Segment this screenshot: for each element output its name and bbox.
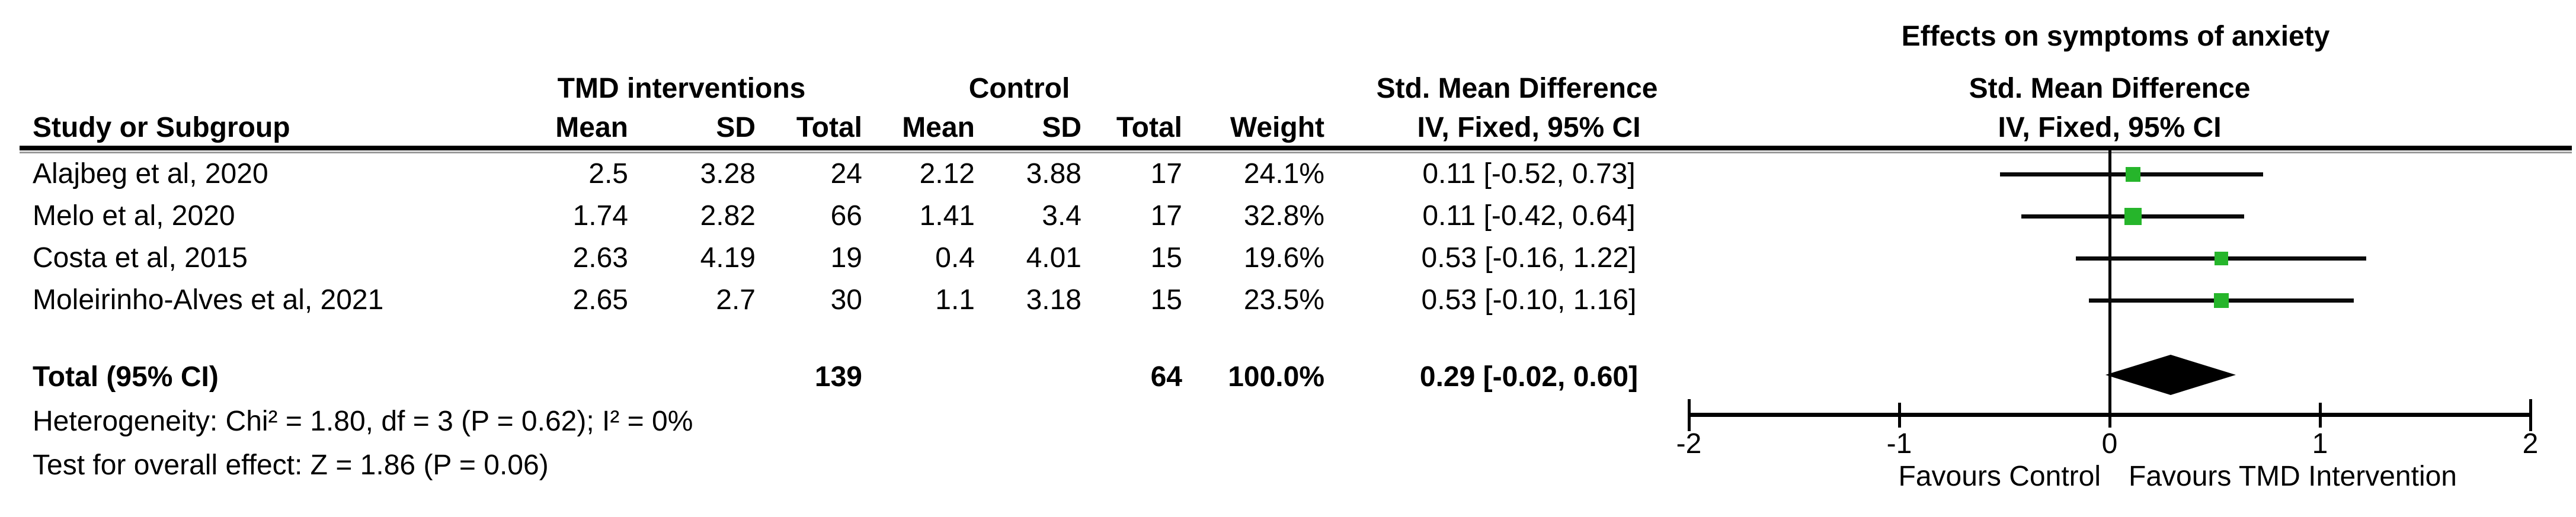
favours-right-label: Favours TMD Intervention [2129, 461, 2457, 492]
weight-cell: 32.8% [1243, 200, 1324, 232]
ci-text-cell: 0.53 [-0.16, 1.22] [1421, 242, 1637, 274]
col-header-control-total: Total [1116, 112, 1182, 143]
plot-header-ci: IV, Fixed, 95% CI [1998, 112, 2222, 143]
group-header-control: Control [968, 73, 1070, 104]
axis-tick-label: -2 [1676, 428, 1702, 460]
col-header-control-sd: SD [1042, 112, 1081, 143]
control-total-cell: 15 [1150, 284, 1182, 316]
point-estimate-marker [2125, 166, 2140, 182]
col-header-treatment-total: Total [796, 112, 862, 143]
treatment-sd-cell: 2.7 [716, 284, 756, 316]
treatment-mean-cell: 2.63 [572, 242, 628, 274]
treatment-total-cell: 66 [830, 200, 862, 232]
weight-cell: 24.1% [1243, 158, 1324, 190]
axis-tick [2319, 403, 2322, 428]
total-ci-text: 0.29 [-0.02, 0.60] [1419, 361, 1639, 393]
treatment-mean-cell: 2.5 [588, 158, 628, 190]
treatment-sd-cell: 2.82 [700, 200, 756, 232]
ci-text-cell: 0.11 [-0.42, 0.64] [1422, 200, 1636, 232]
treatment-total-cell: 30 [830, 284, 862, 316]
zero-reference-line [2108, 150, 2111, 417]
control-sd-cell: 3.88 [1026, 158, 1081, 190]
favours-left-label: Favours Control [1898, 461, 2101, 492]
treatment-mean-cell: 2.65 [572, 284, 628, 316]
axis-tick [2529, 399, 2532, 431]
axis-tick-label: 0 [2101, 428, 2118, 460]
total-weight: 100.0% [1228, 361, 1324, 393]
header-separator-line [20, 146, 2572, 150]
point-estimate-marker [2124, 207, 2142, 225]
control-mean-cell: 1.1 [935, 284, 975, 316]
control-mean-cell: 2.12 [919, 158, 975, 190]
col-header-treatment-mean: Mean [555, 112, 628, 143]
group-header-treatment: TMD interventions [557, 73, 806, 104]
weight-cell: 19.6% [1243, 242, 1324, 274]
heterogeneity-note: Heterogeneity: Chi² = 1.80, df = 3 (P = … [33, 406, 693, 437]
control-sd-cell: 3.18 [1026, 284, 1081, 316]
axis-tick-label: 1 [2312, 428, 2328, 460]
col-header-weight: Weight [1230, 112, 1324, 143]
total-treatment-n: 139 [814, 361, 862, 393]
col-header-study: Study or Subgroup [33, 112, 290, 143]
axis-tick-label: 2 [2522, 428, 2539, 460]
control-sd-cell: 4.01 [1026, 242, 1081, 274]
control-total-cell: 17 [1150, 158, 1182, 190]
ci-text-cell: 0.53 [-0.10, 1.16] [1421, 284, 1637, 316]
col-header-treatment-sd: SD [716, 112, 756, 143]
point-estimate-marker [2214, 251, 2228, 265]
axis-tick-label: -1 [1886, 428, 1912, 460]
total-row-label: Total (95% CI) [33, 361, 219, 393]
treatment-total-cell: 19 [830, 242, 862, 274]
treatment-total-cell: 24 [830, 158, 862, 190]
col-header-control-mean: Mean [902, 112, 975, 143]
study-name: Moleirinho-Alves et al, 2021 [33, 284, 384, 316]
group-header-effect: Std. Mean Difference [1376, 73, 1658, 104]
overall-effect-note: Test for overall effect: Z = 1.86 (P = 0… [33, 449, 549, 481]
control-total-cell: 15 [1150, 242, 1182, 274]
control-mean-cell: 1.41 [919, 200, 975, 232]
col-header-ci: IV, Fixed, 95% CI [1417, 112, 1641, 143]
study-name: Melo et al, 2020 [33, 200, 235, 232]
study-name: Costa et al, 2015 [33, 242, 248, 274]
control-sd-cell: 3.4 [1042, 200, 1081, 232]
figure-title: Effects on symptoms of anxiety [1901, 21, 2330, 52]
total-control-n: 64 [1150, 361, 1182, 393]
axis-tick [2108, 403, 2111, 428]
ci-text-cell: 0.11 [-0.52, 0.73] [1422, 158, 1636, 190]
treatment-sd-cell: 4.19 [700, 242, 756, 274]
axis-tick [1688, 399, 1691, 431]
point-estimate-marker [2213, 293, 2229, 308]
control-total-cell: 17 [1150, 200, 1182, 232]
control-mean-cell: 0.4 [935, 242, 975, 274]
study-name: Alajbeg et al, 2020 [33, 158, 268, 190]
header-separator-shadow [20, 152, 2572, 153]
treatment-mean-cell: 1.74 [572, 200, 628, 232]
treatment-sd-cell: 3.28 [700, 158, 756, 190]
pooled-diamond [2105, 355, 2236, 395]
plot-header-effect: Std. Mean Difference [1969, 73, 2251, 104]
axis-tick [1898, 403, 1901, 428]
weight-cell: 23.5% [1243, 284, 1324, 316]
